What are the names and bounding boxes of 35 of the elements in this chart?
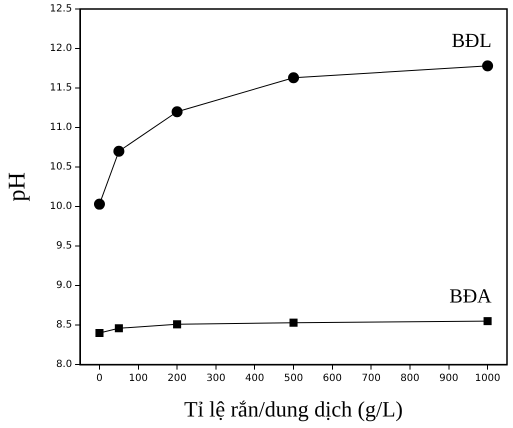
point	[173, 320, 182, 328]
y-axis-title: pH	[4, 172, 31, 202]
series-label: BĐL	[452, 30, 492, 52]
y-tick-label: 11.5	[50, 82, 72, 94]
point	[113, 146, 124, 157]
point	[172, 106, 183, 118]
y-tick-label: 8.5	[56, 320, 72, 331]
x-tick-label: 900	[439, 373, 458, 384]
series-label: BĐA	[449, 285, 492, 308]
y-tick-label: 8.0	[56, 359, 72, 370]
x-tick-label: 0	[96, 373, 103, 384]
y-tick-label: 10.5	[50, 162, 72, 173]
point	[114, 324, 123, 332]
y-tick-label: 9.0	[56, 280, 72, 292]
point	[484, 317, 492, 326]
x-tick-label: 600	[322, 373, 342, 384]
x-axis-title: Tỉ lệ rắn/dung dịch (g/L)	[184, 396, 403, 422]
point	[290, 318, 298, 327]
point	[482, 60, 494, 72]
y-tick-label: 12.5	[50, 4, 72, 15]
point	[95, 328, 104, 338]
y-tick-label: 12.0	[50, 43, 72, 54]
x-tick-label: 300	[206, 373, 226, 384]
y-tick-label: 11.0	[50, 122, 72, 134]
x-tick-label: 1000	[474, 373, 500, 384]
y-tick-label: 10.0	[50, 201, 72, 212]
y-tick-label: 9.5	[56, 240, 72, 252]
x-tick-label: 800	[400, 373, 420, 384]
x-tick-label: 500	[284, 373, 304, 384]
x-tick-label: 200	[168, 373, 187, 384]
x-tick-label: 400	[245, 373, 264, 384]
x-tick-label: 700	[362, 373, 381, 384]
point	[288, 72, 300, 84]
point	[94, 198, 105, 210]
x-tick-label: 100	[128, 373, 148, 384]
